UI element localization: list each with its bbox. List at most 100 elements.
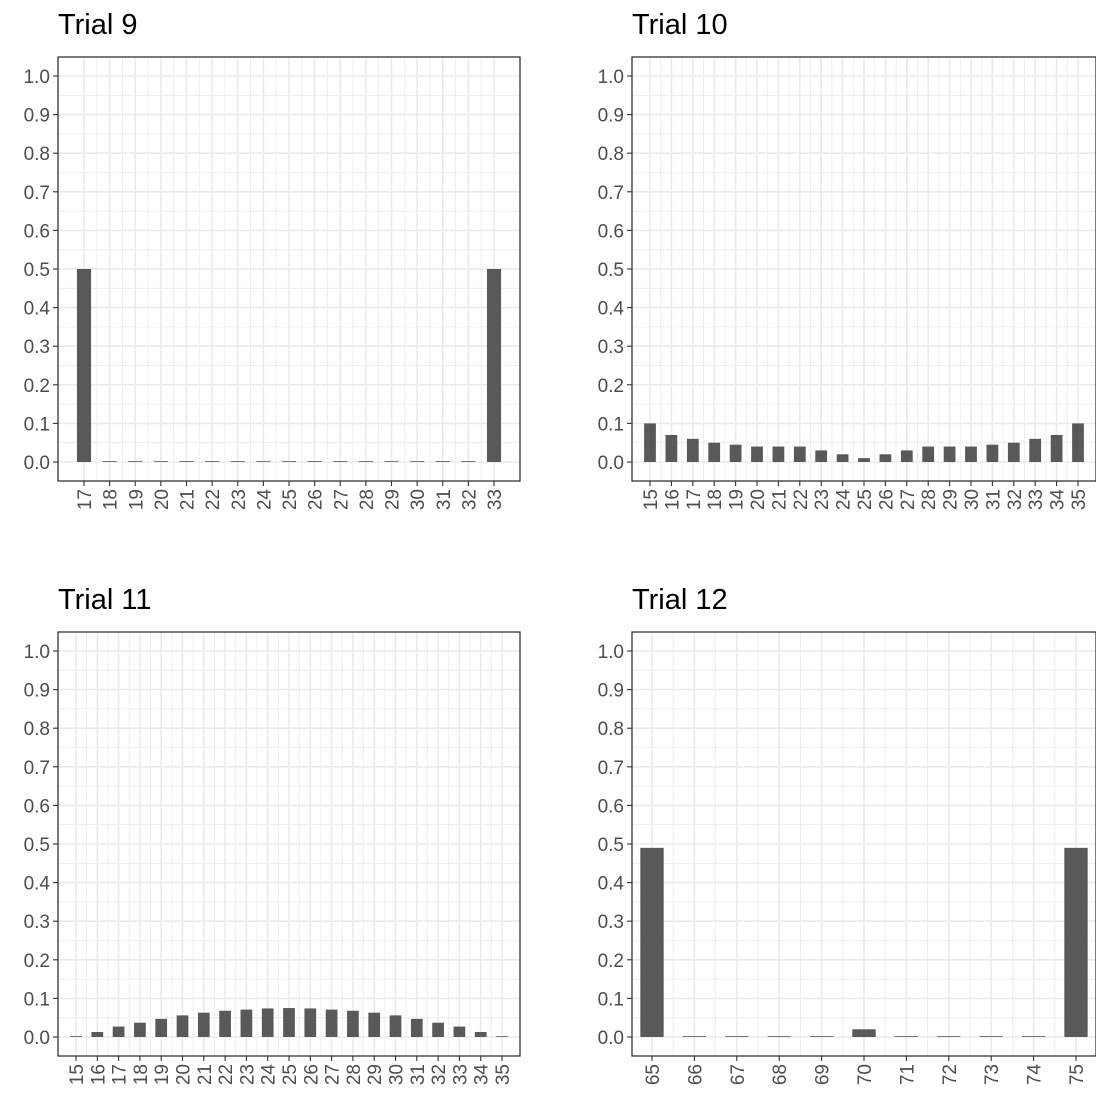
bar-16 <box>665 434 678 462</box>
bar-67 <box>725 1036 749 1037</box>
bar-65 <box>640 847 664 1037</box>
bar-23 <box>815 450 828 462</box>
x-tick-label: 24 <box>834 489 855 511</box>
bar-22 <box>219 1010 231 1037</box>
x-tick-label: 29 <box>365 1064 386 1085</box>
bar-32 <box>432 1022 444 1037</box>
y-tick-label: 0.8 <box>598 719 624 740</box>
bar-17 <box>686 438 699 462</box>
bar-73 <box>979 1036 1003 1037</box>
y-tick-label: 0.2 <box>598 376 624 397</box>
y-tick-label: 1.0 <box>24 642 50 663</box>
bar-72 <box>937 1036 961 1037</box>
bar-29 <box>943 446 956 462</box>
y-tick-label: 0.3 <box>598 912 624 933</box>
x-tick-label: 17 <box>110 1064 131 1085</box>
x-tick-label: 32 <box>459 489 480 510</box>
bar-28 <box>922 446 935 462</box>
x-tick-label: 19 <box>152 1064 173 1085</box>
bar-22 <box>793 446 806 462</box>
bar-20 <box>176 1015 189 1037</box>
x-tick-label: 27 <box>331 489 352 510</box>
bar-30 <box>389 1015 402 1037</box>
y-axis: 0.0 0.1 0.2 0.3 0.4 0.5 0.6 0.7 0.8 0.9 1.0 <box>24 67 58 474</box>
x-tick-label: 19 <box>727 489 748 510</box>
y-tick-label: 0.4 <box>598 874 625 895</box>
x-tick-label: 26 <box>306 489 327 510</box>
bar-68 <box>767 1036 791 1037</box>
y-tick-label: 1.0 <box>598 67 624 88</box>
x-tick-label: 21 <box>195 1064 216 1085</box>
bar-69 <box>809 1036 834 1037</box>
x-tick-label: 17 <box>684 489 705 510</box>
bar-17 <box>112 1026 125 1037</box>
x-tick-label: 18 <box>101 489 122 510</box>
bars <box>76 269 502 462</box>
bar-30 <box>965 446 977 462</box>
y-tick-label: 0.3 <box>24 912 50 933</box>
bar-33 <box>1029 438 1042 462</box>
bar-32 <box>461 461 476 462</box>
bar-66 <box>682 1036 707 1037</box>
grid-lines <box>632 632 1096 1056</box>
bar-70 <box>852 1029 876 1037</box>
y-tick-label: 0.2 <box>24 951 50 972</box>
y-tick-label: 0.6 <box>24 221 50 242</box>
y-tick-label: 0.8 <box>24 144 50 165</box>
y-tick-label: 0.2 <box>24 376 50 397</box>
bar-15 <box>644 423 656 462</box>
y-tick-label: 0.9 <box>598 681 624 702</box>
y-tick-label: 0.8 <box>24 719 50 740</box>
x-tick-label: 21 <box>769 489 790 510</box>
y-tick-label: 0.4 <box>24 874 51 895</box>
x-tick-label: 35 <box>493 1064 514 1085</box>
bar-35 <box>496 1036 508 1037</box>
bar-17 <box>76 269 92 462</box>
bar-18 <box>102 461 117 462</box>
bar-30 <box>410 461 425 462</box>
y-tick-label: 0.5 <box>24 260 50 281</box>
y-tick-label: 0.0 <box>24 453 50 474</box>
bar-22 <box>205 461 220 462</box>
x-tick-label: 34 <box>472 1064 493 1086</box>
x-tick-label: 67 <box>728 1064 749 1085</box>
x-tick-label: 32 <box>1005 489 1026 510</box>
bar-26 <box>307 461 322 462</box>
x-tick-label: 17 <box>75 489 96 510</box>
x-tick-label: 22 <box>791 489 812 510</box>
chart-title: Trial 9 <box>58 9 138 41</box>
bar-74 <box>1021 1036 1046 1037</box>
bars <box>70 1008 508 1037</box>
bar-24 <box>836 454 849 462</box>
x-tick-label: 33 <box>450 1064 471 1085</box>
x-tick-label: 30 <box>962 489 983 510</box>
y-axis: 0.0 0.1 0.2 0.3 0.4 0.5 0.6 0.7 0.8 0.9 1.0 <box>598 67 632 474</box>
y-tick-label: 0.8 <box>598 144 624 165</box>
x-axis: 15 16 17 18 19 20 21 22 23 24 25 26 27 28 29 30 31 32 33 34… <box>67 1056 514 1085</box>
x-tick-label: 75 <box>1067 1064 1088 1085</box>
bar-25 <box>283 1008 295 1037</box>
x-tick-label: 23 <box>237 1064 258 1085</box>
bar-33 <box>453 1026 466 1037</box>
y-tick-label: 0.9 <box>598 106 624 127</box>
x-tick-label: 29 <box>383 489 404 510</box>
bar-31 <box>410 1018 423 1037</box>
x-tick-label: 22 <box>216 1064 237 1085</box>
y-tick-label: 0.1 <box>598 989 624 1010</box>
bar-19 <box>155 1018 168 1037</box>
x-tick-label: 74 <box>1025 1064 1046 1086</box>
y-tick-label: 0.4 <box>24 299 51 320</box>
x-tick-label: 16 <box>662 489 683 510</box>
x-tick-label: 73 <box>982 1064 1003 1085</box>
bar-31 <box>435 461 450 462</box>
bar-27 <box>333 461 348 462</box>
x-tick-label: 25 <box>280 489 301 510</box>
bar-20 <box>751 446 763 462</box>
chart-title: Trial 12 <box>632 584 728 616</box>
bar-20 <box>153 461 168 462</box>
x-tick-label: 35 <box>1069 489 1090 510</box>
y-tick-label: 0.0 <box>24 1028 50 1049</box>
x-tick-label: 16 <box>88 1064 109 1085</box>
x-tick-label: 33 <box>485 489 506 510</box>
